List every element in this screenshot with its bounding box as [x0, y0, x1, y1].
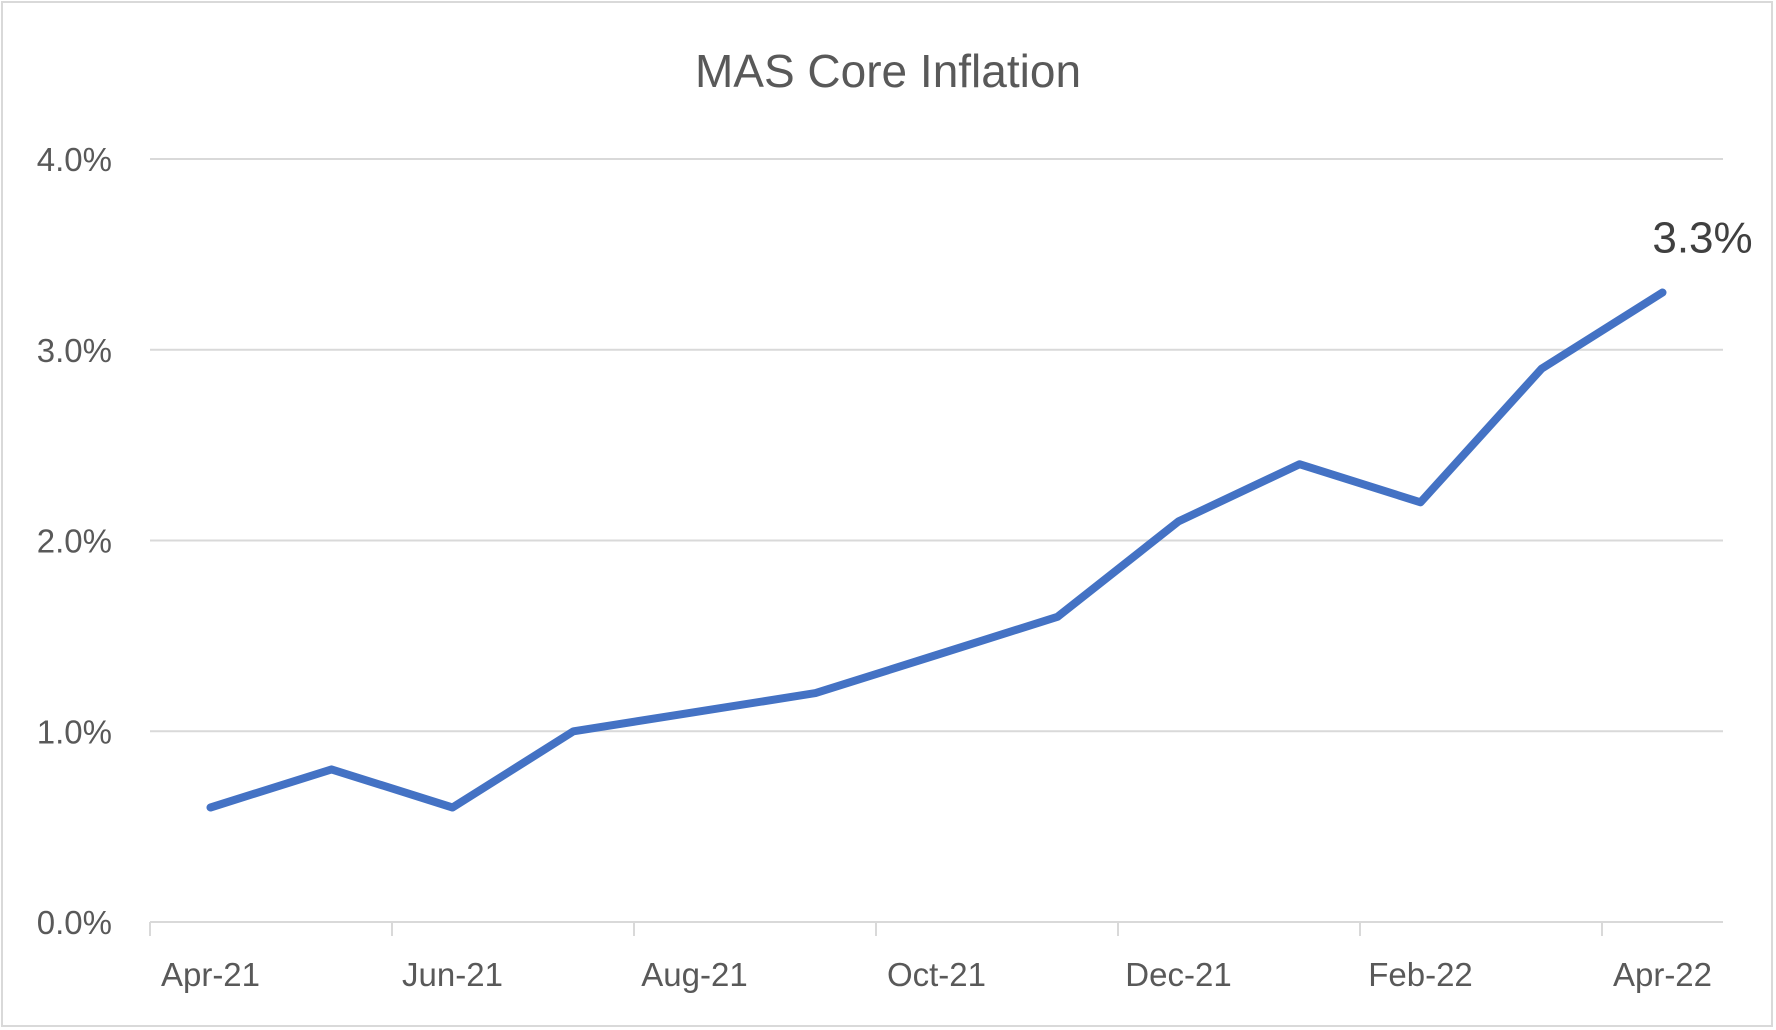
y-tick-label: 1.0%	[37, 713, 112, 750]
data-label: 3.3%	[1652, 214, 1752, 263]
x-tick-label: Jun-21	[402, 956, 503, 993]
x-axis-tick-labels: Apr-21 Jun-21 Aug-21 Oct-21 Dec-21 Feb-22 Apr-…	[161, 956, 1712, 993]
chart-title: MAS Core Inflation	[695, 45, 1081, 97]
x-tick-label: Dec-21	[1125, 956, 1231, 993]
y-axis-tick-labels: 0.0% 1.0% 2.0% 3.0% 4.0%	[37, 141, 112, 941]
series-layer	[206, 288, 1667, 812]
x-tick-label: Feb-22	[1368, 956, 1473, 993]
y-tick-label: 2.0%	[37, 523, 112, 560]
y-tick-label: 3.0%	[37, 332, 112, 369]
x-tick-label: Apr-21	[161, 956, 260, 993]
x-tick-label: Apr-22	[1613, 956, 1712, 993]
gridlines	[150, 158, 1723, 733]
y-tick-label: 0.0%	[37, 904, 112, 941]
x-axis	[149, 921, 1723, 936]
x-tick-label: Oct-21	[887, 956, 986, 993]
y-tick-label: 4.0%	[37, 141, 112, 178]
data-labels: 3.3%	[1652, 214, 1752, 263]
x-tick-label: Aug-21	[641, 956, 747, 993]
